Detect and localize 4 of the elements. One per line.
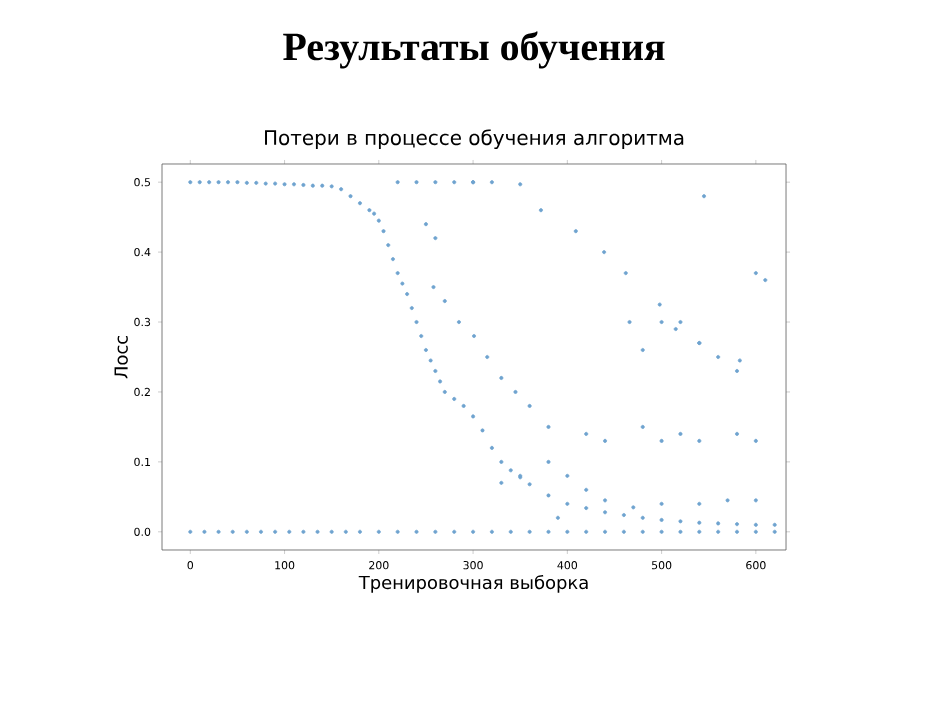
x-axis-title: Тренировочная выборка [358, 575, 588, 593]
chart-title: Результаты обучения [283, 31, 665, 69]
chart-subtitle: Потери в процессе обучения алгоритма [265, 129, 684, 150]
y-axis-title: Лосс [114, 336, 128, 379]
